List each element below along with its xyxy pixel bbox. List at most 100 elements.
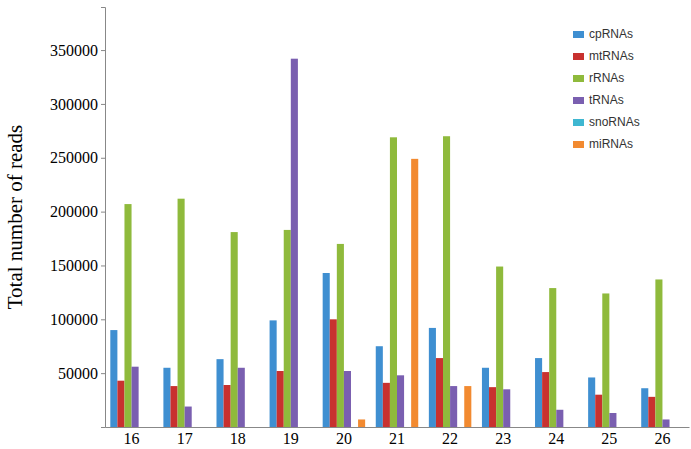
bar <box>351 427 358 428</box>
bar <box>277 371 284 427</box>
x-tick: 19 <box>283 427 299 447</box>
bar <box>556 410 563 427</box>
y-tick-mark <box>101 212 105 213</box>
bar <box>291 59 298 427</box>
bar <box>376 346 383 427</box>
y-tick: 200000 <box>50 203 105 220</box>
y-tick-label: 300000 <box>50 96 98 113</box>
bar <box>245 427 252 428</box>
bar <box>641 388 648 427</box>
x-tick-label: 25 <box>601 430 617 447</box>
legend-swatch <box>573 97 584 104</box>
bar <box>535 358 542 427</box>
x-tick-label: 17 <box>177 430 193 447</box>
bar <box>503 389 510 427</box>
bars <box>110 59 669 427</box>
legend-item: snoRNAs <box>573 115 640 129</box>
bar <box>163 368 170 427</box>
legend-swatch <box>573 141 584 148</box>
x-tick: 20 <box>336 427 352 447</box>
x-tick: 22 <box>442 427 458 447</box>
bar <box>489 387 496 427</box>
y-tick: 250000 <box>50 149 105 166</box>
x-axis-line <box>106 427 690 428</box>
legend-swatch <box>573 31 584 38</box>
y-tick-label: 250000 <box>50 149 98 166</box>
legend-label: tRNAs <box>589 93 624 107</box>
bar <box>252 427 259 428</box>
bar <box>648 397 655 427</box>
bar <box>170 386 177 427</box>
bar <box>602 293 609 427</box>
bar <box>397 375 404 427</box>
y-tick-mark <box>101 104 105 105</box>
y-tick: 50000 <box>58 365 105 382</box>
bar <box>496 267 503 427</box>
y-axis-title: Total number of reads <box>3 125 27 310</box>
legend-item: rRNAs <box>573 71 624 85</box>
x-tick-label: 24 <box>548 430 564 447</box>
bar <box>146 427 153 428</box>
bar-series <box>117 319 655 427</box>
bar <box>588 377 595 427</box>
bar <box>178 199 185 427</box>
x-tick-label: 26 <box>654 430 670 447</box>
legend-label: cpRNAs <box>589 27 633 41</box>
legend-label: miRNAs <box>589 137 633 151</box>
bar-series <box>110 273 648 427</box>
bar <box>323 273 330 427</box>
bar <box>510 427 517 428</box>
bar <box>450 386 457 427</box>
legend-swatch <box>573 119 584 126</box>
x-tick-label: 21 <box>389 430 405 447</box>
bar <box>358 419 365 427</box>
bar <box>216 359 223 427</box>
bar <box>238 368 245 427</box>
bar <box>231 232 238 427</box>
bar <box>482 368 489 427</box>
bar <box>192 427 199 428</box>
bar <box>117 381 124 427</box>
bar <box>390 137 397 427</box>
legend-swatch <box>573 53 584 60</box>
legend-label: rRNAs <box>589 71 624 85</box>
bar <box>185 407 192 427</box>
x-tick-label: 19 <box>283 430 299 447</box>
y-tick-label: 350000 <box>50 42 98 59</box>
x-tick-label: 22 <box>442 430 458 447</box>
bar <box>517 427 524 428</box>
bar <box>305 427 312 428</box>
bar <box>563 427 570 428</box>
bar <box>677 427 684 428</box>
bar <box>443 136 450 427</box>
legend: cpRNAs mtRNAs rRNAs tRNAs snoRNAs miRNAs <box>573 27 640 151</box>
bar <box>284 230 291 427</box>
bar <box>139 427 146 428</box>
bar <box>411 159 418 427</box>
legend-swatch <box>573 75 584 82</box>
y-tick-label: 150000 <box>50 257 98 274</box>
x-tick: 16 <box>124 427 140 447</box>
y-tick-mark <box>101 319 105 320</box>
legend-item: cpRNAs <box>573 27 633 41</box>
bar <box>616 427 623 428</box>
x-tick: 17 <box>177 427 193 447</box>
bar <box>457 427 464 428</box>
y-tick-label: 100000 <box>50 311 98 328</box>
bar <box>670 427 677 428</box>
y-tick-label: 200000 <box>50 203 98 220</box>
legend-label: mtRNAs <box>589 49 634 63</box>
x-tick: 23 <box>495 427 511 447</box>
plot: 50000 100000 150000 200000 250000 300000 35000… <box>50 8 690 448</box>
bar <box>132 367 139 427</box>
bar <box>624 427 631 428</box>
bar <box>662 419 669 427</box>
y-tick-mark <box>101 50 105 51</box>
y-axis-line <box>101 8 106 428</box>
y-tick: 350000 <box>50 42 105 59</box>
legend-item: mtRNAs <box>573 49 634 63</box>
x-tick-label: 20 <box>336 430 352 447</box>
bar-series <box>132 59 670 427</box>
bar <box>404 427 411 428</box>
bar <box>199 427 206 428</box>
